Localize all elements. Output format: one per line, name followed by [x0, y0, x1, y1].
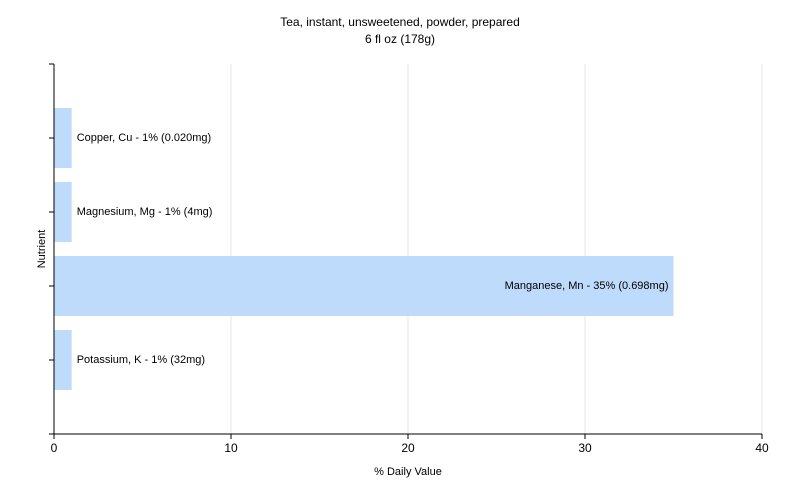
bar: [54, 330, 72, 390]
bar: [54, 182, 72, 242]
x-tick-label: 10: [224, 441, 238, 455]
x-tick-label: 0: [51, 441, 58, 455]
y-axis-title: Nutrient: [36, 230, 48, 269]
bar: [54, 108, 72, 168]
x-tick-label: 30: [578, 441, 592, 455]
chart-title: Tea, instant, unsweetened, powder, prepa…: [280, 15, 520, 29]
x-axis-title: % Daily Value: [374, 466, 442, 478]
chart-subtitle: 6 fl oz (178g): [365, 32, 435, 46]
bar-label: Copper, Cu - 1% (0.020mg): [77, 132, 212, 144]
bar-label: Manganese, Mn - 35% (0.698mg): [505, 280, 669, 292]
x-tick-label: 40: [755, 441, 769, 455]
x-tick-label: 20: [401, 441, 415, 455]
bar-label: Magnesium, Mg - 1% (4mg): [77, 206, 213, 218]
bar-label: Potassium, K - 1% (32mg): [77, 354, 205, 366]
bar: [54, 256, 674, 316]
